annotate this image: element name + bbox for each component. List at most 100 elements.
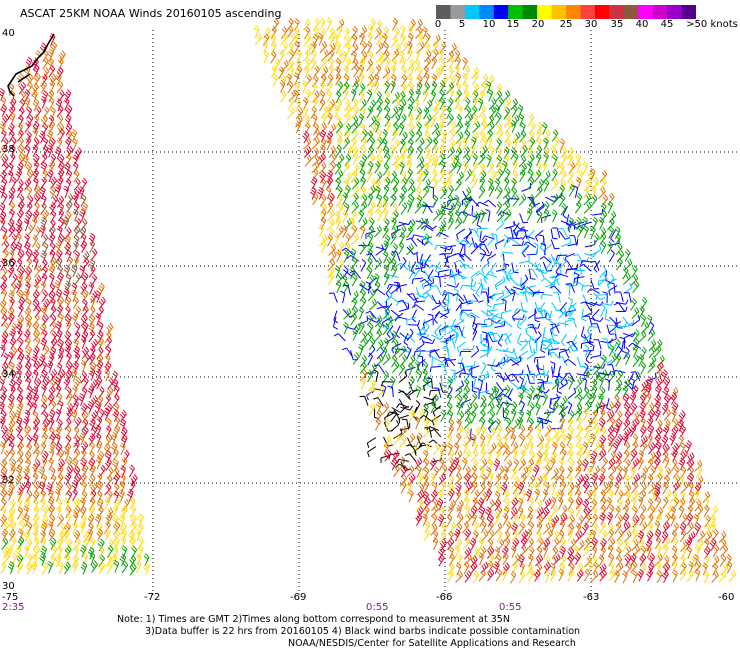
wind-barb [510, 507, 519, 520]
wind-barb [447, 499, 456, 512]
wind-barb [350, 115, 359, 128]
wind-barb [41, 450, 49, 464]
wind-barb [398, 104, 404, 118]
wind-barb [367, 369, 374, 383]
wind-barb [400, 465, 408, 478]
wind-barb [447, 410, 454, 423]
wind-barb [661, 434, 669, 448]
wind-barb [448, 56, 455, 69]
wind-barb [304, 154, 312, 167]
wind-barb [678, 474, 685, 488]
wind-barb [287, 107, 295, 120]
wind-barb [72, 208, 79, 222]
wind-barb [438, 169, 446, 182]
wind-barb [491, 292, 503, 300]
wind-barb [57, 448, 65, 462]
lat-label: 30 [2, 581, 15, 592]
wind-barb [470, 392, 478, 405]
wind-barb [40, 95, 47, 109]
wind-barb [456, 553, 463, 567]
wind-barb [73, 537, 81, 551]
wind-barb [49, 400, 57, 413]
wind-barb [0, 103, 8, 117]
wind-barb [476, 228, 488, 234]
wind-barb [439, 219, 447, 232]
wind-barb [526, 464, 533, 478]
wind-barb [464, 186, 472, 200]
wind-barb [129, 496, 136, 510]
wind-barb [1, 191, 8, 205]
wind-barb [455, 570, 464, 583]
wind-barb [32, 490, 40, 503]
wind-barb [320, 240, 327, 254]
wind-barb [90, 395, 99, 408]
wind-barb [494, 320, 506, 328]
wind-barb [519, 384, 527, 398]
wind-barb [350, 98, 359, 111]
wind-barb [113, 559, 120, 573]
wind-barb [1, 425, 9, 438]
wind-barb [520, 530, 529, 543]
wind-barb [512, 348, 522, 359]
wind-barb [661, 402, 669, 416]
wind-barb [66, 464, 74, 478]
wind-barb [550, 496, 557, 510]
wind-barb [608, 450, 616, 463]
wind-barb [6, 487, 14, 501]
wind-barb [614, 379, 623, 392]
wind-barb [503, 114, 512, 127]
colorbar-swatch [508, 5, 524, 19]
wind-barb [567, 416, 574, 430]
wind-barb [106, 538, 114, 552]
wind-barb [545, 257, 553, 271]
wind-barb [447, 569, 454, 582]
wind-barb [88, 457, 96, 471]
wind-barb [598, 554, 605, 568]
wind-barb [349, 217, 356, 231]
wind-barb [558, 184, 566, 198]
wind-barb [47, 520, 54, 534]
wind-barb [417, 489, 425, 502]
wind-barb [366, 312, 375, 326]
wind-barb [623, 545, 632, 558]
wind-barb [550, 504, 558, 517]
wind-barb [294, 18, 300, 31]
wind-barb [591, 244, 602, 256]
wind-barb [130, 473, 138, 487]
wind-barb [111, 378, 119, 392]
wind-barb [391, 57, 398, 71]
wind-barb [640, 472, 647, 486]
wind-barb [703, 538, 710, 552]
wind-barb [440, 538, 447, 552]
wind-barb [606, 241, 613, 255]
wind-barb [50, 474, 57, 487]
wind-barb [0, 202, 6, 216]
wind-barb [120, 426, 128, 440]
wind-barb [438, 120, 444, 134]
wind-barb [662, 450, 669, 464]
wind-barb [48, 273, 55, 286]
wind-barb [485, 488, 493, 502]
wind-barb [550, 568, 557, 582]
wind-barb [336, 202, 344, 216]
wind-barb [374, 119, 381, 133]
wind-barb [495, 553, 502, 567]
wind-barb [580, 326, 586, 340]
wind-barb [415, 66, 423, 80]
wind-barb [544, 570, 551, 584]
colorbar-swatch [609, 5, 625, 19]
wind-barb [573, 272, 579, 285]
wind-barb [366, 253, 378, 263]
wind-barb [576, 193, 583, 206]
wind-barb [391, 251, 401, 262]
wind-barb [22, 154, 29, 168]
wind-barb [560, 169, 567, 183]
wind-barb [375, 409, 383, 423]
wind-barb [464, 547, 472, 560]
wind-barb [482, 344, 489, 357]
wind-barb [541, 473, 548, 487]
wind-barb [391, 449, 400, 462]
wind-barb [431, 513, 438, 527]
wind-barb [591, 513, 599, 527]
wind-barb [536, 529, 543, 543]
